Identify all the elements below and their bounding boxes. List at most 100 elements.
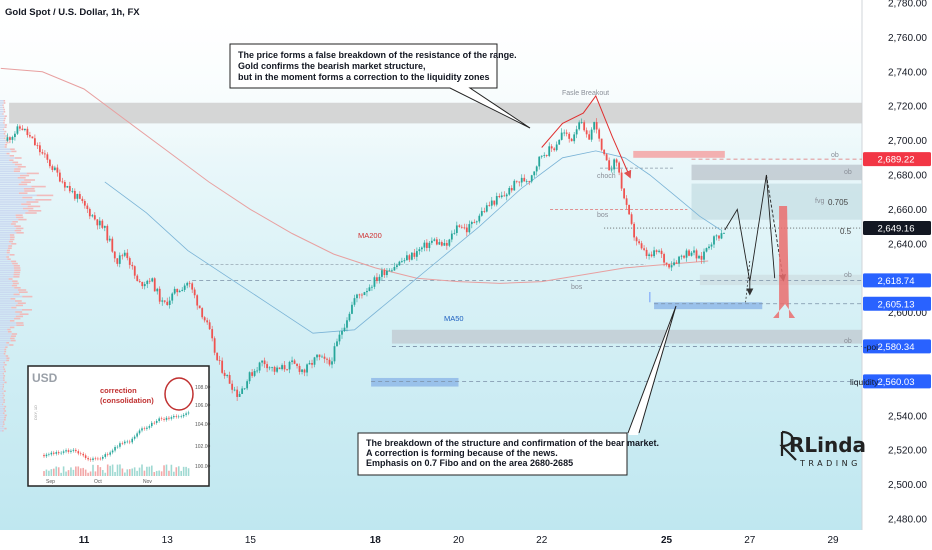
- candle-body: [600, 138, 603, 150]
- inset-y-tick-5: 100.00: [195, 464, 211, 470]
- volume-profile-bar: [0, 364, 5, 366]
- inset-candle: [97, 458, 99, 460]
- inset-candle: [77, 451, 80, 454]
- candle-body: [575, 129, 578, 135]
- candle-body: [645, 249, 648, 256]
- price-tick: 2,700.00: [888, 136, 927, 147]
- volume-profile-bar: [2, 397, 4, 399]
- price-badge-label: 2,618.74: [878, 276, 915, 287]
- inset-volume-bar: [70, 467, 72, 476]
- candle-body: [288, 361, 291, 370]
- inset-candle: [116, 446, 119, 448]
- inset-volume-bar: [84, 469, 87, 476]
- candle-body: [168, 300, 171, 305]
- volume-profile-bar: [0, 100, 4, 102]
- inset-candle: [165, 417, 168, 420]
- date-tick: 27: [744, 535, 756, 546]
- volume-profile-bar: [0, 119, 4, 122]
- price-badge: [863, 374, 931, 389]
- candle-body: [543, 154, 546, 156]
- candle-body: [500, 195, 503, 198]
- volume-profile-bar: [17, 177, 26, 179]
- volume-profile-bar: [0, 344, 10, 346]
- candle-body: [336, 341, 338, 347]
- date-tick: 11: [79, 535, 90, 546]
- candle-body: [683, 255, 685, 258]
- ob-label-3: ob: [844, 338, 852, 345]
- volume-profile-bar: [2, 392, 4, 395]
- fasle-breakout-label: Fasle Breakout: [562, 90, 609, 97]
- inset-volume-bar: [106, 464, 109, 476]
- price-badges: 2,689.22 2,649.16 2,618.74 2,605.13 2,580.34…: [863, 152, 931, 389]
- inset-volume-bar: [87, 472, 89, 476]
- volume-profile-bar: [0, 225, 15, 227]
- inset-volume-bar: [185, 466, 187, 476]
- candle-body: [675, 262, 678, 264]
- candle-body: [161, 300, 164, 302]
- volume-profile-bar: [3, 390, 6, 392]
- volume-profile-bar: [0, 181, 22, 183]
- fib-label: 0.705: [828, 198, 849, 207]
- candle-body: [595, 122, 598, 130]
- candle-body: [218, 360, 221, 362]
- inset-volume-bar: [170, 464, 173, 476]
- candle-body: [490, 200, 493, 206]
- poi-label: -poi: [864, 342, 878, 352]
- volume-profile-bar: [2, 421, 5, 423]
- volume-profile-bar: [0, 328, 8, 331]
- bottom-callout-line-3: Emphasis on 0.7 Fibo and on the area 268…: [366, 458, 573, 468]
- volume-profile-bar: [0, 232, 17, 234]
- inset-volume-bar: [158, 470, 160, 476]
- candle-body: [133, 266, 136, 276]
- inset-volume-bar: [151, 465, 153, 476]
- inset-candle: [114, 446, 116, 451]
- volume-profile-bar: [3, 353, 6, 355]
- candle-body: [311, 362, 313, 365]
- ob-label-1: ob: [844, 169, 852, 176]
- candle-body: [550, 146, 553, 149]
- volume-profile-bar: [6, 357, 10, 359]
- candle-body: [306, 364, 308, 373]
- choch-label: choch: [597, 173, 616, 180]
- time-axis: 11 13 15 18 20 22 25 27 29: [79, 535, 839, 546]
- volume-profile-bar: [0, 227, 17, 230]
- volume-profile-bar: [0, 405, 5, 408]
- volume-profile-bar: [21, 181, 31, 183]
- volume-profile-bar: [0, 170, 14, 172]
- top-callout-line-2: Gold confirms the bearish market structu…: [238, 61, 426, 71]
- candle-body: [628, 204, 631, 215]
- volume-profile-bar: [0, 331, 8, 333]
- candle-body: [351, 304, 353, 314]
- volume-profile-bar: [0, 322, 17, 324]
- volume-profile-bar: [0, 139, 6, 142]
- candle-body: [700, 255, 703, 260]
- candle-body: [573, 134, 576, 142]
- inset-candle: [92, 458, 94, 460]
- volume-profile-bar: [0, 216, 17, 219]
- volume-profile-bar: [0, 117, 4, 120]
- inset-candle: [48, 454, 50, 455]
- candle-body: [316, 354, 318, 358]
- candle-body: [98, 220, 101, 226]
- zone-red-level: [633, 150, 725, 158]
- volume-profile-bar: [0, 304, 16, 307]
- volume-profile-bar: [0, 353, 4, 355]
- volume-profile-bar: [24, 190, 36, 192]
- inset-candle: [138, 430, 141, 434]
- volume-profile-bar: [16, 227, 24, 230]
- volume-profile-bar: [0, 311, 16, 313]
- candle-body: [261, 360, 263, 363]
- candle-body: [515, 180, 518, 182]
- inset-volume-bar: [155, 470, 158, 476]
- inset-annotation-2: (consolidation): [100, 396, 154, 405]
- inset-volume-bar: [55, 466, 58, 476]
- inset-volume-bar: [45, 469, 48, 476]
- volume-profile-bar: [0, 102, 4, 104]
- volume-profile-bar: [15, 315, 24, 318]
- price-tick: 2,720.00: [888, 102, 927, 113]
- candle-body: [301, 369, 303, 372]
- volume-profile-bar: [5, 355, 9, 357]
- volume-profile-bar: [0, 256, 7, 258]
- volume-profile-bar: [2, 104, 4, 106]
